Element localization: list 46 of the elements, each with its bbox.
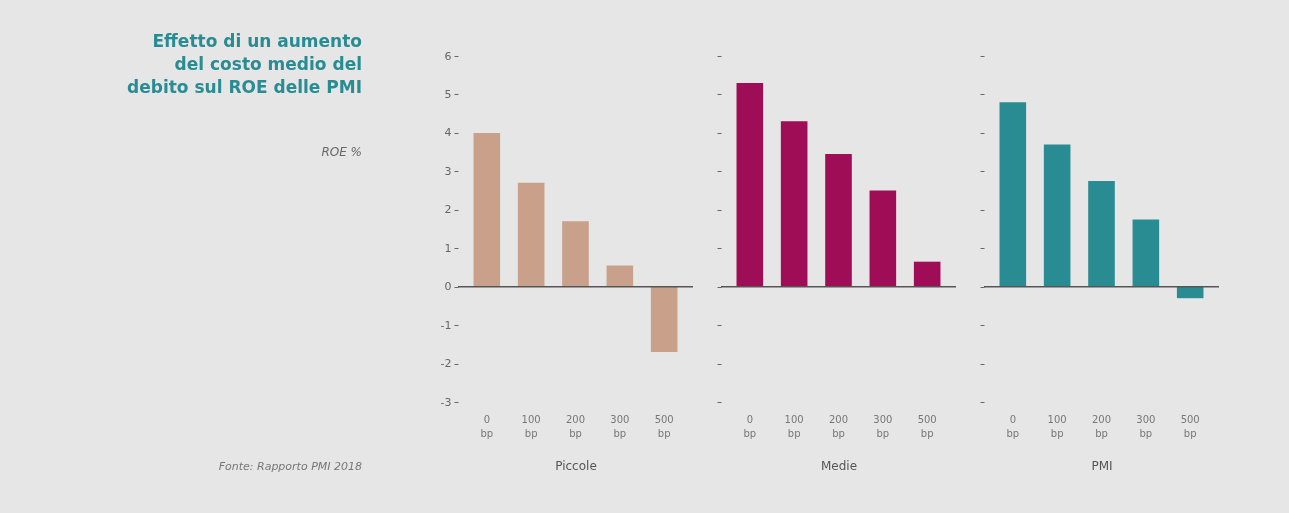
- y-tick-label: -1: [440, 318, 452, 332]
- y-tick-label: 6: [444, 49, 452, 63]
- y-tick-label: -3: [440, 395, 452, 409]
- y-tick-label: 1: [444, 241, 452, 255]
- bar: [913, 261, 941, 287]
- x-tick-label: 0 bp: [480, 413, 494, 439]
- y-axis-title: ROE %: [321, 145, 362, 159]
- y-tick-label: 2: [444, 203, 452, 217]
- bar: [606, 265, 634, 287]
- bar: [999, 102, 1027, 287]
- bar: [780, 121, 808, 287]
- x-tick-label: 300 bp: [610, 413, 630, 439]
- x-tick-label: 300 bp: [1136, 413, 1156, 439]
- bar: [736, 82, 764, 287]
- x-tick-label: 200 bp: [1091, 413, 1112, 439]
- x-tick-label: 500 bp: [654, 413, 674, 439]
- bar: [1176, 286, 1204, 299]
- y-tick-label: 3: [444, 164, 452, 178]
- text: Effetto di un aumento del costo medio del debito sul ROE delle PMI: [126, 30, 362, 99]
- x-tick-label: 300 bp: [873, 413, 893, 439]
- x-tick-label: 0 bp: [743, 413, 757, 439]
- bar: [517, 182, 545, 287]
- x-tick-label: 200 bp: [565, 413, 586, 439]
- y-tick-label: -2: [440, 357, 452, 371]
- bar: [1088, 180, 1115, 287]
- bar: [562, 221, 589, 287]
- x-axis-title: Medie: [820, 458, 858, 473]
- y-tick-label: 5: [444, 87, 452, 101]
- bar: [869, 190, 897, 287]
- x-tick-label: 100 bp: [1047, 413, 1067, 439]
- x-axis-title: Piccole: [555, 458, 597, 473]
- bar: [1132, 219, 1160, 287]
- y-tick-label: 4: [444, 126, 452, 140]
- bar: [473, 132, 501, 287]
- bar: [1043, 144, 1071, 287]
- x-tick-label: 200 bp: [828, 413, 849, 439]
- y-tick-label: 0: [444, 280, 452, 294]
- x-tick-label: 500 bp: [1180, 413, 1200, 439]
- x-tick-label: 100 bp: [521, 413, 541, 439]
- x-tick-label: 0 bp: [1006, 413, 1020, 439]
- x-tick-label: 500 bp: [917, 413, 937, 439]
- x-axis-title: PMI: [1091, 458, 1113, 473]
- x-tick-label: 100 bp: [784, 413, 804, 439]
- source-note: Fonte: Rapporto PMI 2018: [218, 460, 362, 473]
- bar: [825, 154, 852, 287]
- bar: [650, 286, 678, 353]
